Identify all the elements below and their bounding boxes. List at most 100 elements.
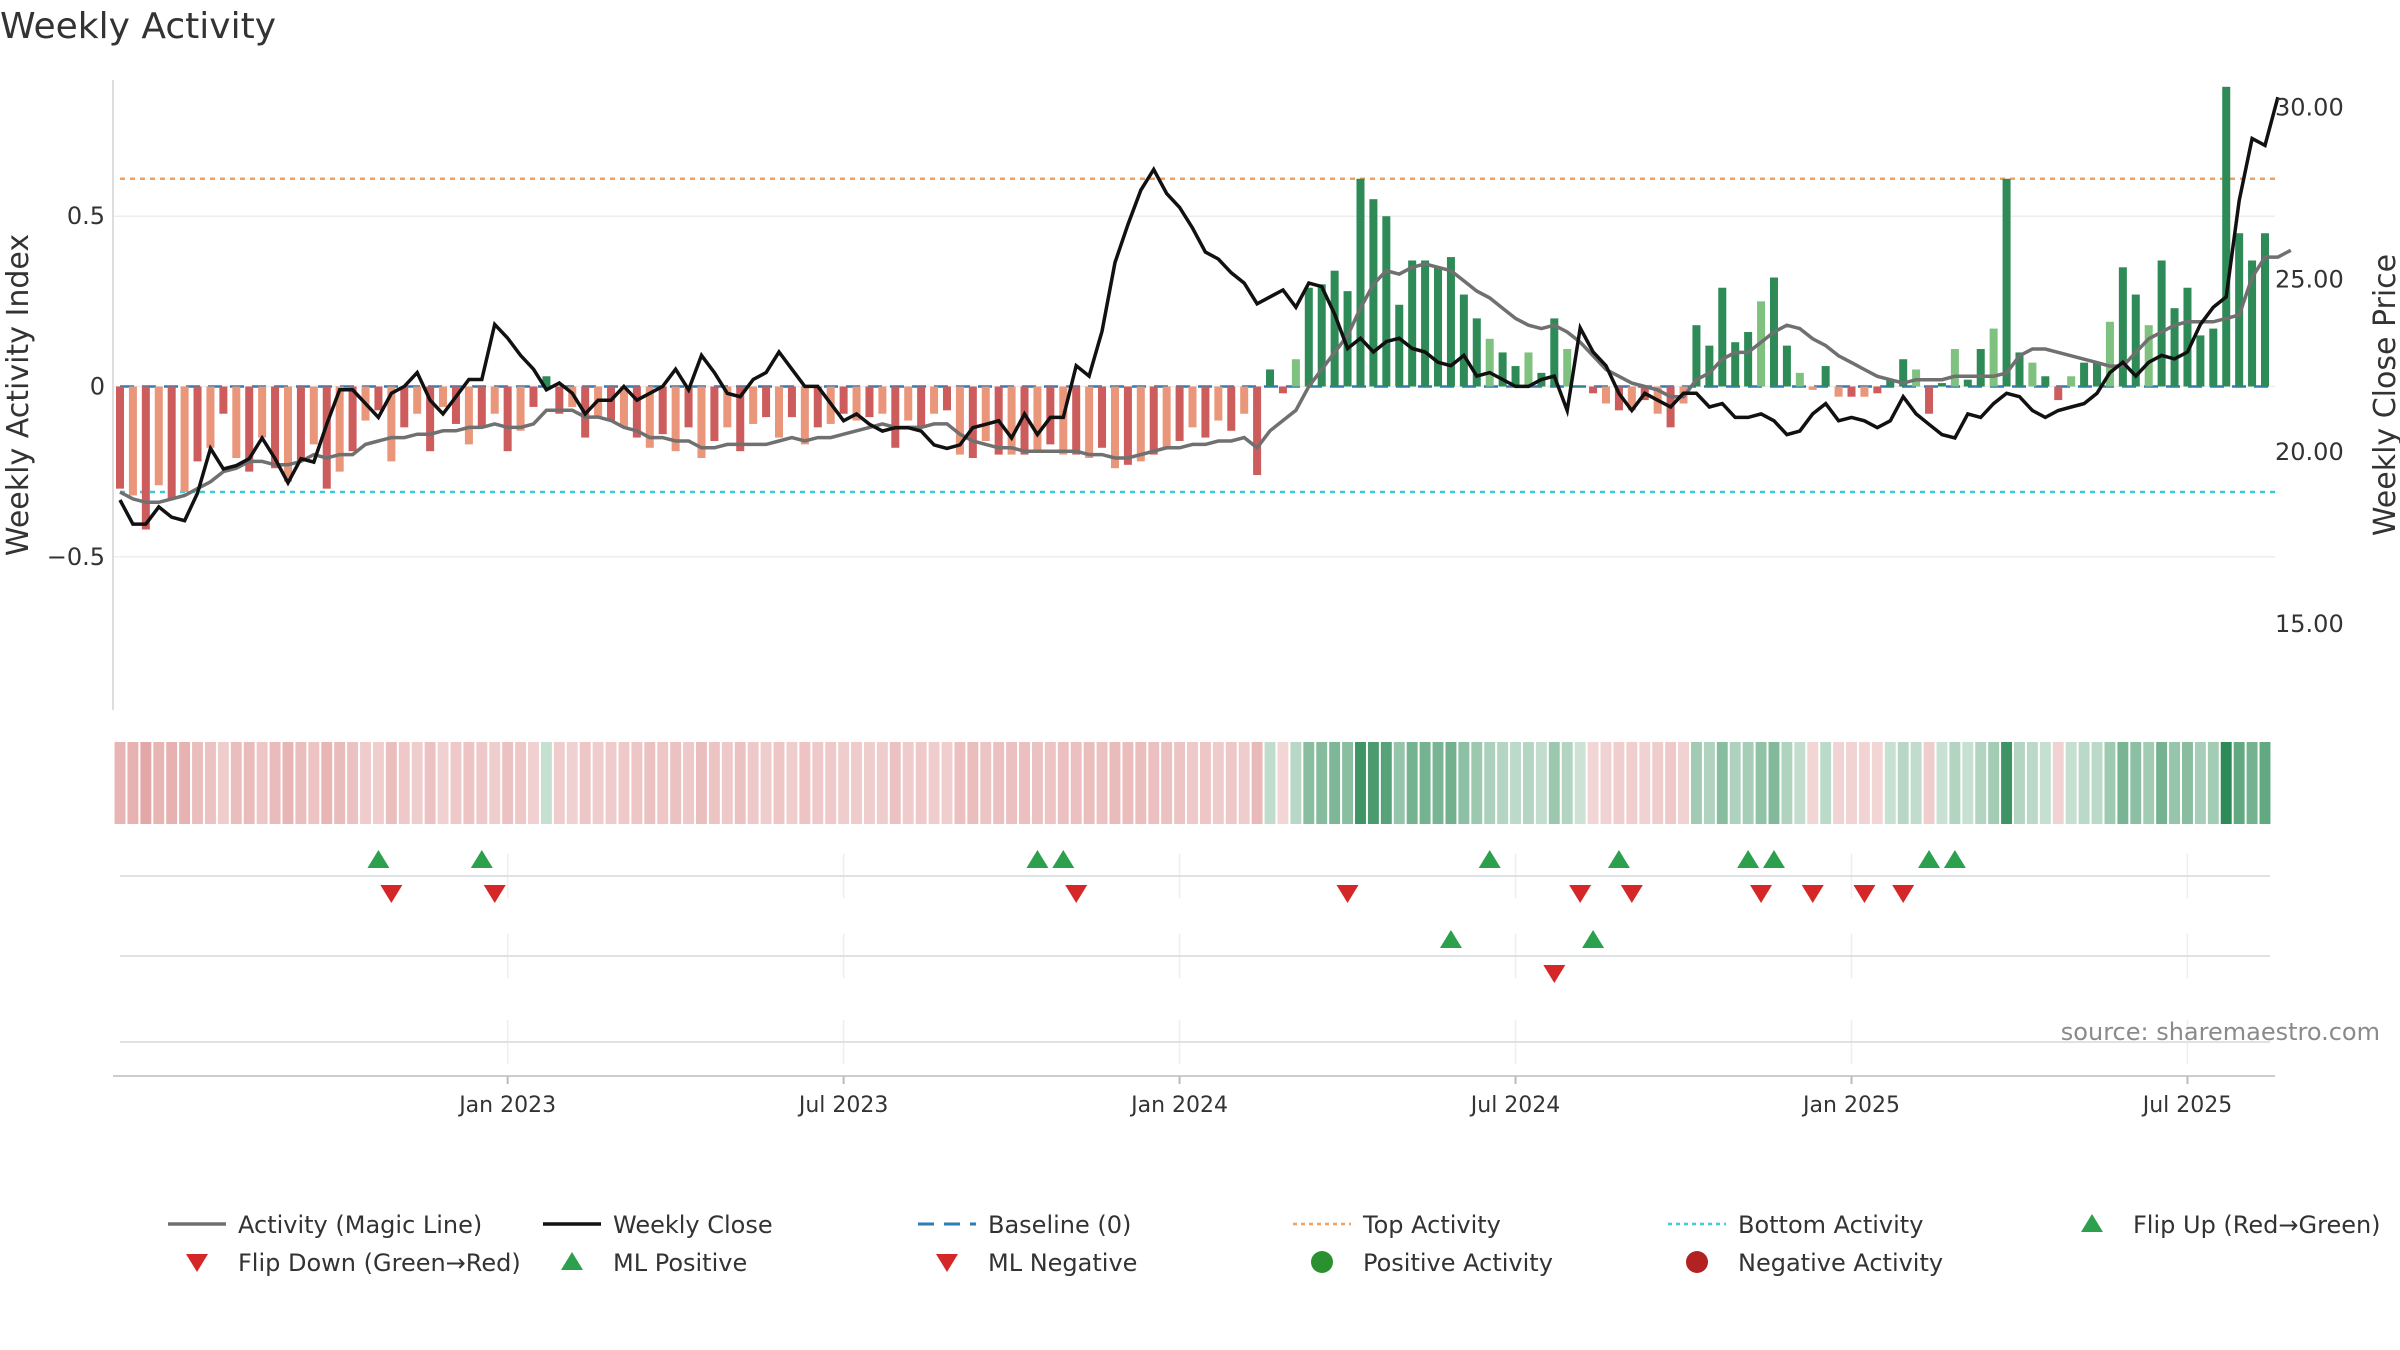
heat-cell xyxy=(540,742,552,824)
legend-label: Baseline (0) xyxy=(988,1211,1131,1239)
heat-cell xyxy=(1393,742,1405,824)
heat-cell xyxy=(1148,742,1160,824)
activity-bar xyxy=(1098,386,1107,448)
x-tick-label: Jan 2023 xyxy=(457,1093,556,1118)
activity-bar xyxy=(955,386,964,455)
activity-bar xyxy=(1576,386,1585,388)
activity-bar xyxy=(1149,386,1158,455)
heat-cell xyxy=(1264,742,1276,824)
heat-cell xyxy=(204,742,216,824)
heat-cell xyxy=(2078,742,2090,824)
activity-bar xyxy=(1601,386,1610,404)
heat-cell xyxy=(372,742,384,824)
heat-cell xyxy=(838,742,850,824)
activity-bar xyxy=(607,386,616,421)
activity-bar xyxy=(2196,335,2205,387)
y-right-tick-label: 20.00 xyxy=(2275,438,2344,466)
heat-cell xyxy=(683,742,695,824)
heat-cell xyxy=(1639,742,1651,824)
activity-bar xyxy=(1227,386,1236,431)
activity-bar xyxy=(542,376,551,387)
heat-cell xyxy=(1833,742,1845,824)
flip-down-marker xyxy=(1853,885,1876,903)
activity-bar xyxy=(141,386,150,530)
activity-bar xyxy=(374,386,383,411)
heat-cell xyxy=(1083,742,1095,824)
activity-bar xyxy=(1278,386,1287,394)
heat-cell xyxy=(566,742,578,824)
activity-bar xyxy=(2080,362,2089,387)
heat-cell xyxy=(1897,742,1909,824)
activity-bar xyxy=(1614,386,1623,411)
heat-cell xyxy=(2169,742,2181,824)
heat-cell xyxy=(230,742,242,824)
heat-cell xyxy=(1936,742,1948,824)
activity-bar xyxy=(736,386,745,452)
heat-cell xyxy=(1535,742,1547,824)
activity-bar xyxy=(787,386,796,418)
activity-bar xyxy=(451,386,460,424)
heat-cell xyxy=(1303,742,1315,824)
heat-cell xyxy=(347,742,359,824)
activity-bar xyxy=(749,386,758,424)
x-axis: Jan 2023 Jul 2023 Jan 2024 Jul 2024 Jan 2025… xyxy=(113,1075,2275,1118)
heat-cell xyxy=(127,742,139,824)
source-label: source: sharemaestro.com xyxy=(2061,1018,2380,1046)
activity-bar xyxy=(1718,287,1727,387)
activity-bar xyxy=(891,386,900,448)
heat-cell xyxy=(308,742,320,824)
heat-cell xyxy=(2182,742,2193,824)
activity-bar xyxy=(2041,376,2050,387)
activity-bar xyxy=(1550,318,1559,387)
heat-cell xyxy=(902,742,914,824)
activity-bar xyxy=(942,386,951,411)
x-tick-label: Jan 2024 xyxy=(1129,1093,1228,1118)
heat-cell xyxy=(1458,742,1470,824)
heat-cell xyxy=(954,742,966,824)
heat-cell xyxy=(1432,742,1444,824)
heat-cell xyxy=(153,742,165,824)
flip-up-marker xyxy=(470,850,493,868)
heat-cell xyxy=(928,742,940,824)
heat-cell xyxy=(192,742,203,824)
heat-cell xyxy=(2091,742,2103,824)
legend-label: Bottom Activity xyxy=(1738,1211,1923,1239)
legend-item: ML Negative xyxy=(936,1249,1137,1277)
activity-bar xyxy=(1317,284,1326,387)
heat-cell xyxy=(1523,742,1534,824)
activity-bar xyxy=(930,386,939,414)
activity-bar xyxy=(1563,349,1572,387)
heat-cell xyxy=(1807,742,1819,824)
heat-cell xyxy=(708,742,720,824)
heat-cell xyxy=(915,742,927,824)
heat-cell xyxy=(1910,742,1922,824)
heat-cell xyxy=(1716,742,1728,824)
heat-cell xyxy=(1858,742,1870,824)
activity-bar xyxy=(1330,270,1339,387)
x-tick-label: Jan 2025 xyxy=(1801,1093,1900,1118)
activity-bar xyxy=(1524,352,1533,387)
heat-cell xyxy=(2207,742,2219,824)
heat-cell xyxy=(1031,742,1043,824)
heat-cell xyxy=(1988,742,2000,824)
activity-bar xyxy=(1304,287,1313,387)
activity-bar xyxy=(271,386,280,469)
flip-up-marker xyxy=(1918,850,1941,868)
activity-bar xyxy=(1459,294,1468,387)
heat-cell xyxy=(1755,742,1767,824)
heat-cell xyxy=(876,742,888,824)
heat-cell xyxy=(553,742,565,824)
activity-bar xyxy=(2054,386,2063,401)
heat-cell xyxy=(463,742,475,824)
heat-cell xyxy=(282,742,294,824)
activity-bar xyxy=(232,386,241,458)
heat-cell xyxy=(1367,742,1379,824)
heat-cell xyxy=(993,742,1005,824)
heat-cell xyxy=(2194,742,2206,824)
heat-cell xyxy=(295,742,307,824)
heat-cell xyxy=(1561,742,1573,824)
y-axis-left-label: Weekly Activity Index xyxy=(1,234,36,556)
heat-cell xyxy=(269,742,281,824)
heat-cell xyxy=(734,742,746,824)
